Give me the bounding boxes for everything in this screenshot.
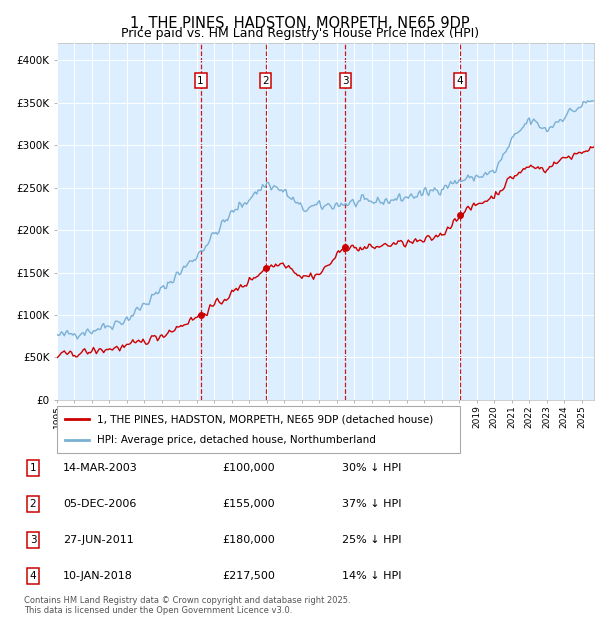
Text: 14-MAR-2003: 14-MAR-2003 <box>63 463 138 473</box>
Text: 10-JAN-2018: 10-JAN-2018 <box>63 571 133 581</box>
Text: Price paid vs. HM Land Registry's House Price Index (HPI): Price paid vs. HM Land Registry's House … <box>121 27 479 40</box>
Text: 27-JUN-2011: 27-JUN-2011 <box>63 535 134 545</box>
Text: 1: 1 <box>29 463 37 473</box>
Text: 1, THE PINES, HADSTON, MORPETH, NE65 9DP (detached house): 1, THE PINES, HADSTON, MORPETH, NE65 9DP… <box>97 414 434 424</box>
Text: HPI: Average price, detached house, Northumberland: HPI: Average price, detached house, Nort… <box>97 435 376 445</box>
Text: 05-DEC-2006: 05-DEC-2006 <box>63 499 136 509</box>
Text: 2: 2 <box>29 499 37 509</box>
Text: 37% ↓ HPI: 37% ↓ HPI <box>342 499 401 509</box>
Text: Contains HM Land Registry data © Crown copyright and database right 2025.
This d: Contains HM Land Registry data © Crown c… <box>24 596 350 615</box>
Text: £100,000: £100,000 <box>222 463 275 473</box>
Text: 30% ↓ HPI: 30% ↓ HPI <box>342 463 401 473</box>
Text: £217,500: £217,500 <box>222 571 275 581</box>
Text: 1: 1 <box>197 76 204 86</box>
Text: 14% ↓ HPI: 14% ↓ HPI <box>342 571 401 581</box>
Text: 3: 3 <box>29 535 37 545</box>
FancyBboxPatch shape <box>57 406 460 453</box>
Text: 2: 2 <box>262 76 269 86</box>
Text: £155,000: £155,000 <box>222 499 275 509</box>
Text: 1, THE PINES, HADSTON, MORPETH, NE65 9DP: 1, THE PINES, HADSTON, MORPETH, NE65 9DP <box>130 16 470 30</box>
Text: 25% ↓ HPI: 25% ↓ HPI <box>342 535 401 545</box>
Text: £180,000: £180,000 <box>222 535 275 545</box>
Text: 4: 4 <box>29 571 37 581</box>
Text: 3: 3 <box>342 76 349 86</box>
Text: 4: 4 <box>457 76 463 86</box>
